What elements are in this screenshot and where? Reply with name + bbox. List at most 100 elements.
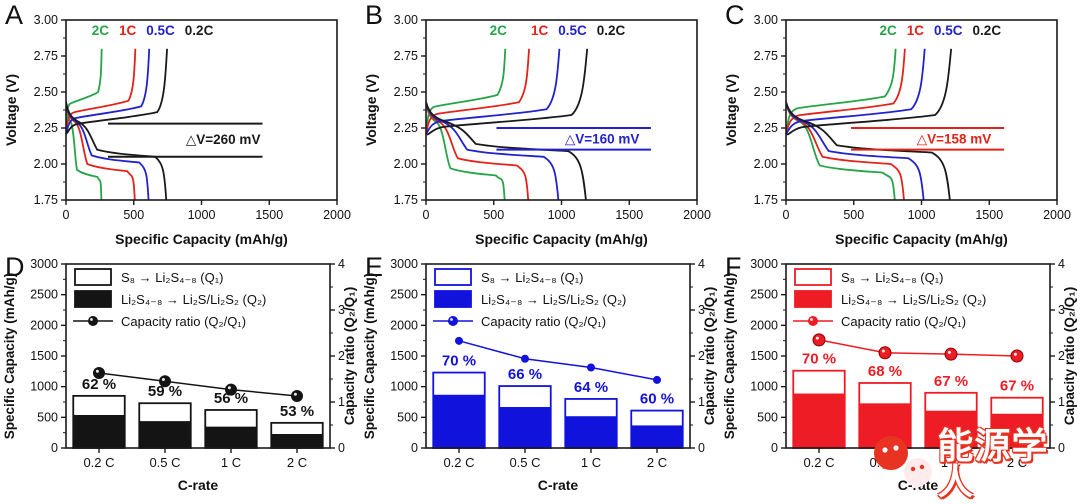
bar-q2-0.5 C	[138, 421, 192, 449]
panel-e-plot: 70 % 0.2 C 66 % 0.5 C 64 % 1 C 60 % 2 C 0 500 1000…	[362, 257, 717, 493]
watermark: 能源学人	[868, 428, 1080, 500]
y-right-tick-label: 0	[338, 441, 345, 455]
rate-legend: 2C 1C 0.5C 0.2C	[92, 23, 214, 38]
y-left-tick-label: 2500	[30, 288, 58, 302]
pct-label: 62 %	[82, 376, 116, 393]
delta-v-annotation: △V=160 mV	[565, 132, 640, 147]
x-axis-label: C-rate	[178, 477, 219, 493]
charge-curve-1C	[66, 48, 137, 134]
legend-swatch-q1	[794, 268, 832, 286]
y-right-tick-label: 1	[338, 395, 345, 409]
bar-q2-0.5 C	[498, 407, 552, 449]
marker-highlight	[95, 369, 99, 373]
rate-legend-item: 0.2C	[185, 23, 214, 38]
discharge-curve-0.5C	[786, 101, 925, 200]
rate-legend-item: 0.2C	[973, 23, 1002, 38]
capacity-ratio-marker	[521, 354, 529, 363]
y-left-tick-label: 0	[51, 441, 58, 455]
legend-label-ratio: Capacity ratio (Q₂/Q₁)	[841, 314, 966, 329]
x-tick-label: 500	[843, 208, 864, 222]
panel-d-letter: D	[5, 252, 25, 282]
y-left-tick-label: 1000	[390, 380, 418, 394]
x-tick-label: 0.5 C	[509, 455, 540, 470]
bar-q2-1 C	[924, 410, 978, 449]
x-tick-label: 500	[123, 208, 144, 222]
pct-label: 70 %	[802, 351, 836, 368]
charge-curve-0.5C	[426, 48, 561, 135]
capacity-ratio-marker	[944, 347, 958, 361]
pct-label: 56 %	[214, 390, 248, 407]
bar-q2-0.2 C	[792, 393, 846, 449]
plot-frame	[785, 19, 1058, 201]
y-tick-label: 2.25	[754, 121, 778, 135]
y-tick-label: 3.00	[754, 13, 778, 27]
pct-label: 70 %	[442, 353, 476, 370]
bar-q2-0.2 C	[432, 394, 486, 449]
voltage-curves	[66, 48, 168, 200]
x-tick-label: 1000	[548, 208, 576, 222]
legend-swatch-q2	[434, 290, 472, 308]
y-left-tick-label: 2000	[750, 318, 778, 332]
marker-highlight	[947, 350, 951, 354]
panel-e-letter: E	[365, 252, 384, 282]
rate-legend-item: 2C	[490, 23, 508, 38]
capacity-ratio-marker	[225, 383, 237, 396]
legend-label-q2: Li₂S₄₋₈ → Li₂S/Li₂S₂ (Q₂)	[841, 292, 986, 307]
y-left-tick-label: 0	[771, 441, 778, 455]
y-tick-label: 3.00	[34, 13, 58, 27]
y-right-tick-label: 3	[698, 303, 705, 317]
legend-label-q2: Li₂S₄₋₈ → Li₂S/Li₂S₂ (Q₂)	[121, 292, 266, 307]
legend-ratio-marker	[448, 316, 458, 326]
charge-curve-0.2C	[426, 48, 589, 136]
y-tick-label: 2.25	[394, 121, 418, 135]
discharge-curve-0.5C	[426, 101, 560, 200]
y-left-tick-label: 500	[757, 410, 778, 424]
capacity-ratio-marker	[93, 367, 105, 380]
y-left-tick-label: 500	[37, 410, 58, 424]
panel-b-letter: B	[365, 0, 384, 30]
discharge-curve-0.2C	[786, 101, 951, 200]
y-right-axis-label: Capacity ratio (Q₂/Q₁)	[1062, 287, 1077, 425]
pct-label: 67 %	[934, 373, 968, 390]
x-tick-label: 0	[783, 208, 790, 222]
y-right-tick-label: 3	[1058, 303, 1065, 317]
charge-curve-1C	[426, 48, 530, 134]
y-left-tick-label: 1000	[750, 380, 778, 394]
x-tick-label: 2000	[683, 208, 711, 222]
y-right-tick-label: 2	[338, 349, 345, 363]
y-tick-label: 2.00	[34, 157, 58, 171]
legend-marker-highlight	[810, 318, 813, 321]
y-tick-label: 2.25	[34, 121, 58, 135]
y-left-axis-label: Specific Capacity (mAh/g)	[2, 273, 17, 440]
x-tick-label: 2000	[323, 208, 351, 222]
delta-v-annotation: △V=260 mV	[186, 132, 261, 147]
capacity-ratio-line	[818, 339, 1018, 357]
y-tick-label: 1.75	[394, 193, 418, 207]
panel-a-letter: A	[5, 0, 24, 30]
bar-q2-2 C	[630, 425, 684, 449]
legend-ratio-marker	[808, 316, 818, 326]
x-tick-label: 0	[63, 208, 70, 222]
y-right-axis-label: Capacity ratio (Q₂/Q₁)	[702, 287, 717, 425]
x-tick-label: 1500	[615, 208, 643, 222]
charge-curve-0.5C	[66, 48, 151, 135]
legend-label-ratio: Capacity ratio (Q₂/Q₁)	[481, 314, 606, 329]
rate-legend-item: 2C	[92, 23, 110, 38]
y-tick-label: 2.50	[394, 85, 418, 99]
capacity-ratio-marker	[455, 336, 463, 345]
legend-label-q1: S₈ → Li₂S₄₋₈ (Q₁)	[121, 270, 223, 285]
bar-q2-0.2 C	[72, 414, 126, 449]
panel-c-letter: C	[725, 0, 745, 30]
panel-c: C △V=158 mV 2C 1C 0.5C 0.2C 0 500 1000 1500 2000 1…	[720, 0, 1080, 252]
marker-highlight	[227, 386, 231, 390]
panel-e: E 70 % 0.2 C 66 % 0.5 C 64 % 1 C 60 % 2 C 0 500 10…	[360, 252, 720, 504]
pct-label: 66 %	[508, 366, 542, 383]
y-tick-label: 2.00	[754, 157, 778, 171]
rate-legend-item: 0.5C	[558, 23, 587, 38]
y-axis-label: Voltage (V)	[363, 74, 379, 146]
x-tick-label: 0	[423, 208, 430, 222]
legend-marker-highlight	[450, 318, 453, 321]
x-tick-label: 500	[483, 208, 504, 222]
y-tick-label: 1.75	[754, 193, 778, 207]
x-tick-label: 0.2 C	[83, 455, 114, 470]
